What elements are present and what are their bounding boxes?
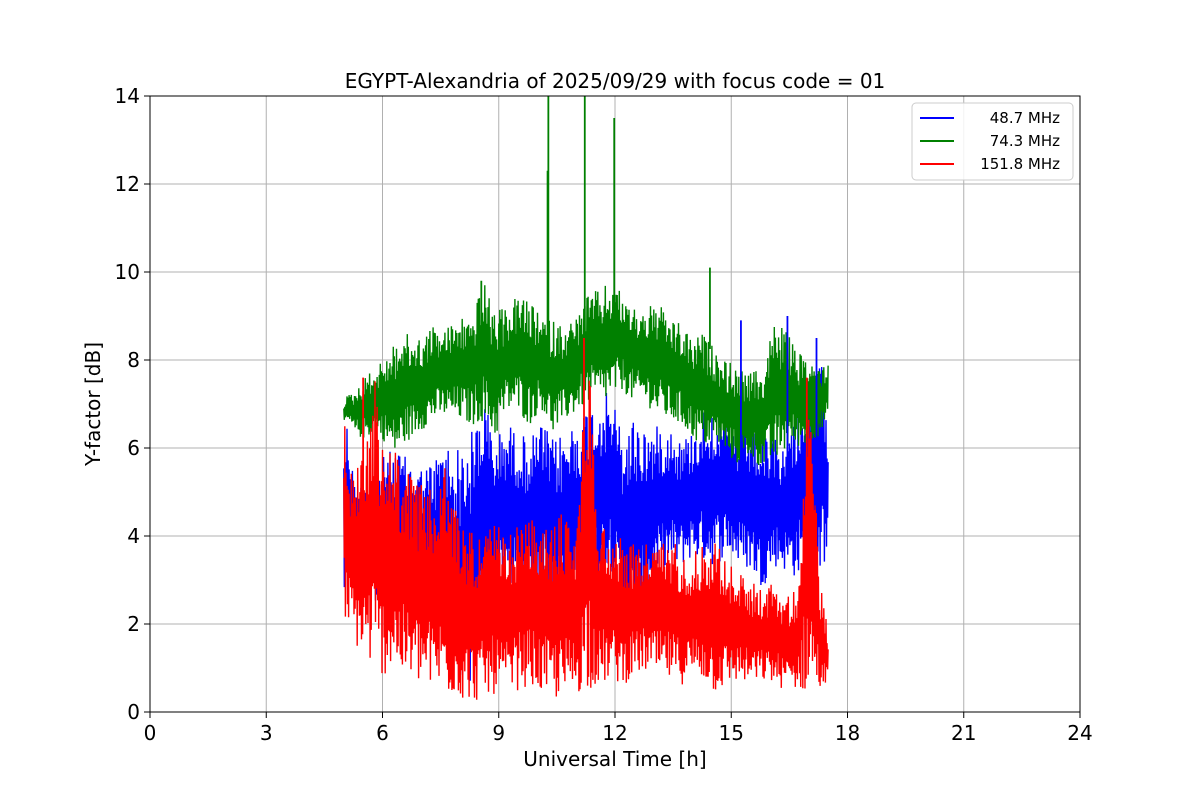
- series-line-2: [343, 380, 829, 700]
- x-tick-label: 18: [835, 721, 860, 745]
- chart-title: EGYPT-Alexandria of 2025/09/29 with focu…: [345, 69, 886, 93]
- legend-box: [911, 102, 1074, 181]
- x-tick-label: 12: [602, 721, 627, 745]
- x-tick-label: 0: [144, 721, 157, 745]
- y-tick-label: 14: [115, 84, 140, 108]
- series-line-1: [343, 285, 829, 466]
- y-tick-label: 0: [127, 700, 140, 724]
- legend-label: 151.8 MHz: [980, 155, 1060, 173]
- legend-label: 48.7 MHz: [990, 109, 1060, 127]
- x-tick-label: 15: [719, 721, 744, 745]
- x-tick-label: 6: [376, 721, 389, 745]
- legend-label: 74.3 MHz: [990, 132, 1060, 150]
- y-tick-label: 8: [127, 348, 140, 372]
- x-tick-label: 3: [260, 721, 273, 745]
- x-tick-label: 21: [951, 721, 976, 745]
- y-tick-label: 6: [127, 436, 140, 460]
- y-tick-label: 2: [127, 612, 140, 636]
- x-tick-label: 24: [1067, 721, 1092, 745]
- x-axis-label: Universal Time [h]: [523, 747, 706, 771]
- series-layer: [343, 96, 829, 700]
- y-tick-label: 4: [127, 524, 140, 548]
- x-tick-label: 9: [492, 721, 505, 745]
- y-tick-label: 10: [115, 260, 140, 284]
- y-axis: 0 2 4 6 8 10 12 14: [115, 84, 150, 724]
- plot-area: [343, 96, 829, 700]
- y-axis-label: Y-factor [dB]: [81, 342, 105, 467]
- legend: 48.7 MHz 74.3 MHz 151.8 MHz: [911, 102, 1074, 181]
- y-tick-label: 12: [115, 172, 140, 196]
- x-axis: 0 3 6 9 12 15 18 21 24: [144, 712, 1093, 745]
